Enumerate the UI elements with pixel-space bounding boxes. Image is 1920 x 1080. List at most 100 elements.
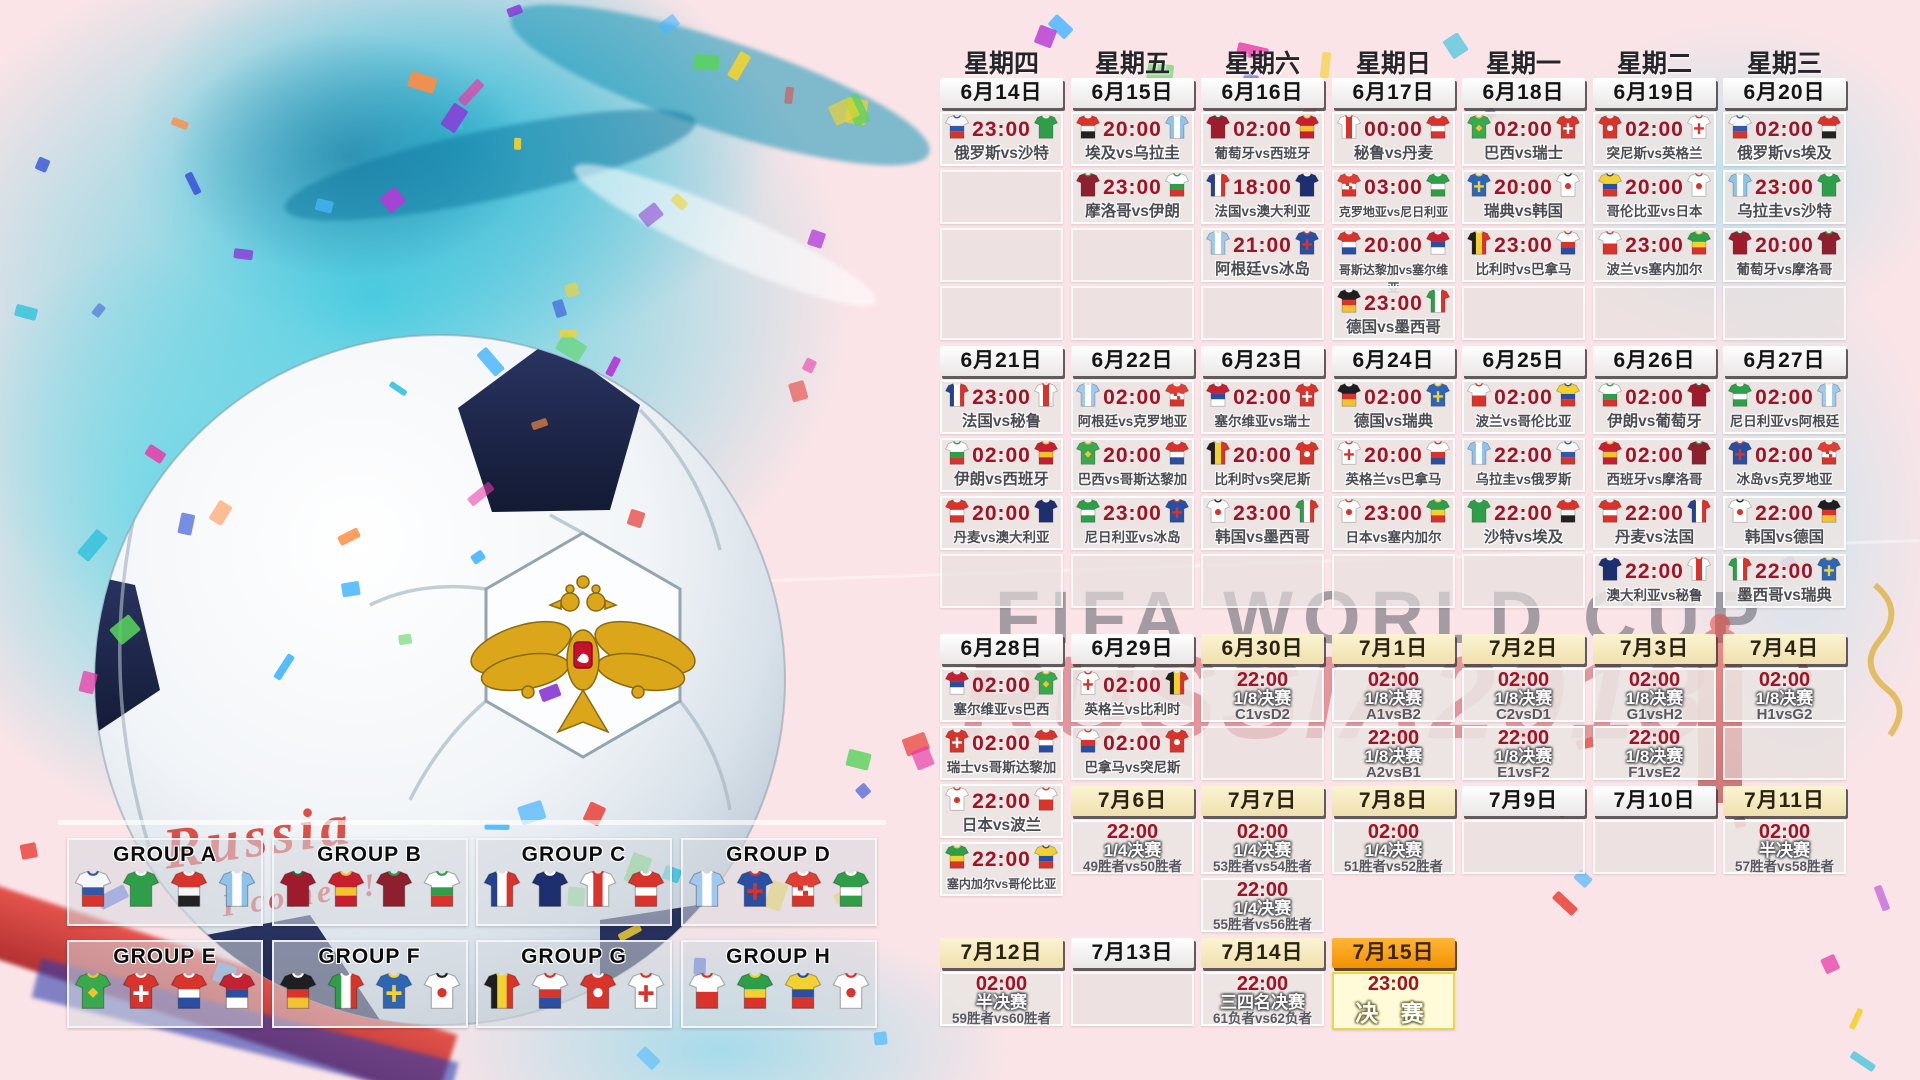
away-jersey bbox=[1164, 728, 1190, 759]
jersey-icon bbox=[483, 870, 521, 907]
match-cell: 22:00 韩国vs德国 bbox=[1723, 496, 1846, 550]
weekday-header: 星期日 bbox=[1355, 50, 1431, 78]
jersey-icon bbox=[1336, 499, 1362, 523]
home-jersey bbox=[1466, 382, 1492, 413]
match-top-row: 18:00 bbox=[1203, 172, 1322, 203]
home-jersey bbox=[1336, 288, 1362, 319]
match-cell: 23:00 德国vs墨西哥 bbox=[1332, 286, 1455, 340]
jersey-icon bbox=[279, 870, 316, 907]
jersey-icon bbox=[1597, 557, 1623, 581]
jersey-icon bbox=[1164, 115, 1190, 139]
match-teams-label: 阿根廷vs克罗地亚 bbox=[1077, 414, 1188, 429]
knockout-stage: 1/8决赛 bbox=[1494, 689, 1553, 708]
group-title: GROUP D bbox=[726, 843, 831, 866]
group-panel-a: GROUP A bbox=[67, 838, 263, 926]
group-team-jersey bbox=[783, 971, 823, 1016]
home-jersey bbox=[944, 498, 970, 529]
group-title: GROUP E bbox=[113, 945, 217, 968]
match-top-row: 23:00 bbox=[1203, 498, 1322, 529]
jersey-icon bbox=[1075, 671, 1101, 695]
jersey-icon bbox=[218, 972, 256, 1009]
jersey-icon bbox=[1466, 115, 1492, 139]
jersey-icon bbox=[1033, 441, 1059, 465]
final-cell: 23:00 决 赛 bbox=[1332, 972, 1455, 1030]
match-time: 22:00 bbox=[1625, 501, 1684, 525]
match-teams-label: 德国vs墨西哥 bbox=[1346, 319, 1441, 336]
jersey-icon bbox=[1686, 499, 1712, 523]
home-jersey bbox=[1075, 114, 1101, 145]
match-cell: 20:00 埃及vs乌拉圭 bbox=[1071, 112, 1194, 166]
final-time: 23:00 bbox=[1367, 973, 1420, 995]
match-time: 20:00 bbox=[1103, 443, 1162, 467]
knockout-stage: 1/8决赛 bbox=[1364, 689, 1423, 708]
jersey-icon bbox=[1075, 383, 1101, 407]
match-teams-label: 葡萄牙vs西班牙 bbox=[1214, 146, 1311, 161]
home-jersey bbox=[1336, 498, 1362, 529]
group-team-jersey bbox=[687, 869, 727, 914]
jersey-icon bbox=[375, 870, 412, 907]
match-top-row: 23:00 bbox=[1334, 498, 1453, 529]
match-time: 18:00 bbox=[1233, 175, 1292, 199]
jersey-icon bbox=[1075, 115, 1101, 139]
jersey-icon bbox=[1425, 173, 1451, 197]
jersey-icon bbox=[944, 115, 970, 139]
jersey-icon bbox=[327, 972, 364, 1009]
match-teams-label: 丹麦vs澳大利亚 bbox=[953, 530, 1050, 545]
away-jersey bbox=[1164, 440, 1190, 471]
away-jersey bbox=[1033, 498, 1059, 529]
group-panel-g: GROUP G bbox=[476, 940, 672, 1028]
group-team-jersey bbox=[831, 971, 871, 1016]
empty-cell bbox=[940, 286, 1063, 340]
jersey-icon bbox=[1466, 231, 1492, 255]
empty-cell bbox=[1462, 820, 1585, 874]
jersey-icon bbox=[1727, 557, 1753, 581]
match-cell: 23:00 摩洛哥vs伊朗 bbox=[1071, 170, 1194, 224]
group-team-jersey bbox=[626, 971, 666, 1016]
jersey-icon bbox=[483, 972, 521, 1009]
match-time: 02:00 bbox=[1625, 385, 1684, 409]
empty-cell bbox=[1201, 554, 1324, 608]
jersey-icon bbox=[1336, 115, 1362, 139]
empty-cell bbox=[1071, 228, 1194, 282]
match-cell: 23:00 法国vs秘鲁 bbox=[940, 380, 1063, 434]
date-box: 6月28日 bbox=[940, 634, 1063, 664]
match-teams-label: 丹麦vs法国 bbox=[1614, 529, 1695, 546]
jersey-icon bbox=[423, 972, 460, 1009]
match-teams-label: 秘鲁vs丹麦 bbox=[1353, 145, 1434, 162]
jersey-icon bbox=[122, 972, 160, 1009]
match-cell: 21:00 阿根廷vs冰岛 bbox=[1201, 228, 1324, 282]
match-top-row: 22:00 bbox=[1595, 556, 1714, 587]
match-cell: 23:00 韩国vs墨西哥 bbox=[1201, 496, 1324, 550]
match-teams-label: 西班牙vs摩洛哥 bbox=[1606, 472, 1703, 487]
group-team-jersey bbox=[422, 869, 462, 914]
match-time: 02:00 bbox=[1233, 385, 1292, 409]
group-team-jersey bbox=[831, 869, 871, 914]
date-box: 6月22日 bbox=[1071, 346, 1194, 376]
jersey-icon bbox=[1033, 499, 1059, 523]
group-team-jersey bbox=[578, 869, 618, 914]
match-teams-label: 沙特vs埃及 bbox=[1483, 529, 1564, 546]
match-teams-label: 克罗地亚vs尼日利亚 bbox=[1338, 205, 1449, 219]
match-teams-label: 阿根廷vs冰岛 bbox=[1215, 261, 1310, 278]
date-box: 6月21日 bbox=[940, 346, 1063, 376]
home-jersey bbox=[1597, 440, 1623, 471]
match-time: 20:00 bbox=[1494, 175, 1553, 199]
jersey-icon bbox=[1075, 499, 1101, 523]
knockout-stage: 1/8决赛 bbox=[1364, 747, 1423, 766]
match-time: 02:00 bbox=[1103, 385, 1162, 409]
jersey-icon bbox=[1294, 173, 1320, 197]
empty-cell bbox=[940, 228, 1063, 282]
group-team-jersey bbox=[121, 869, 161, 914]
home-jersey bbox=[1466, 440, 1492, 471]
group-panel-e: GROUP E bbox=[67, 940, 263, 1028]
match-cell: 02:00 英格兰vs比利时 bbox=[1071, 668, 1194, 722]
group-team-jersey bbox=[482, 869, 522, 914]
jersey-icon bbox=[1336, 383, 1362, 407]
away-jersey bbox=[1425, 440, 1451, 471]
match-cell: 02:00 西班牙vs摩洛哥 bbox=[1593, 438, 1716, 492]
knockout-stage: 1/8决赛 bbox=[1494, 747, 1553, 766]
jersey-icon bbox=[832, 972, 869, 1009]
knockout-stage: 1/4决赛 bbox=[1233, 841, 1292, 860]
group-team-jersey bbox=[374, 971, 414, 1016]
date-box: 6月23日 bbox=[1201, 346, 1324, 376]
